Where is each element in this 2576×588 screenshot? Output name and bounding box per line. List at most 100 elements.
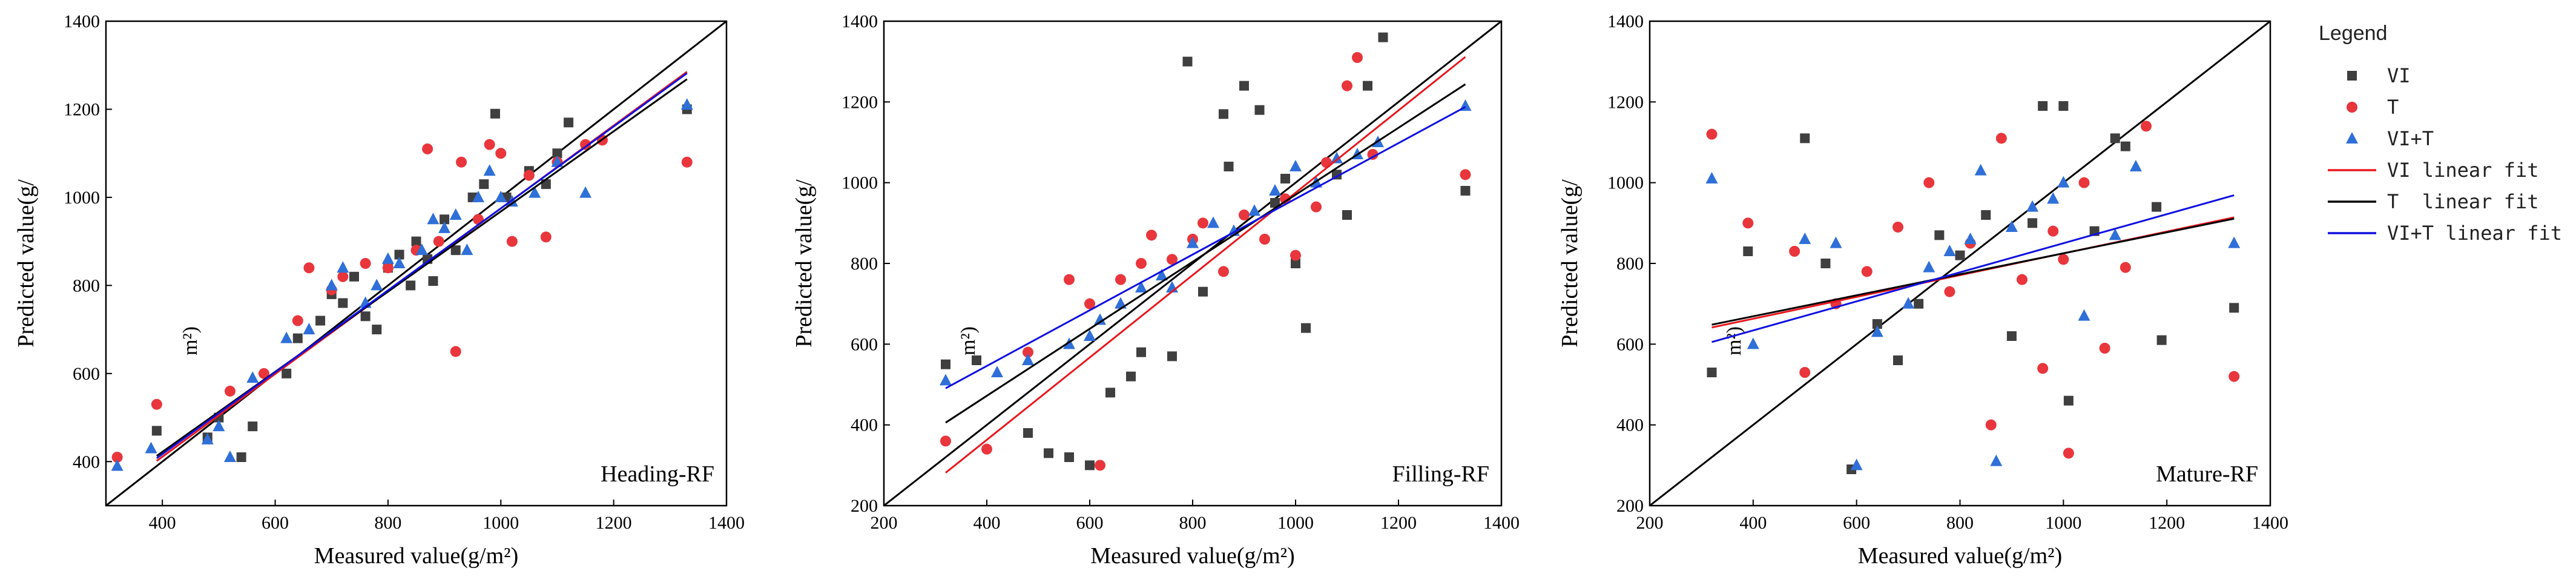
point-vi	[1872, 319, 1882, 329]
y-tick-label: 1400	[1607, 12, 1644, 31]
point-t	[292, 315, 303, 326]
point-vit	[111, 459, 124, 471]
point-vit	[415, 243, 428, 256]
point-vit	[1022, 354, 1034, 365]
x-tick-label: 600	[1076, 513, 1104, 533]
y-tick-label: 1000	[1607, 173, 1644, 193]
point-t	[1146, 230, 1157, 241]
point-vit	[1705, 172, 1718, 183]
point-vit	[1084, 329, 1096, 341]
point-t	[981, 443, 992, 455]
y-tick-label: 600	[73, 364, 100, 384]
x-tick-label: 600	[1843, 513, 1870, 533]
point-vit	[427, 213, 440, 225]
legend-items: VI T VI+T VI linear fit T linear fit VI+T lin…	[2328, 64, 2562, 245]
point-t	[1995, 133, 2007, 144]
legend-item: VI+T linear fit	[2328, 222, 2562, 245]
point-t	[523, 170, 535, 181]
point-vit	[1990, 454, 2003, 466]
point-t	[2037, 363, 2049, 374]
fit-line-vi	[945, 56, 1466, 474]
point-t	[1239, 210, 1250, 220]
point-vit	[246, 371, 259, 383]
point-t	[681, 156, 693, 168]
point-vi	[1707, 368, 1717, 377]
y-tick-label: 1400	[64, 12, 100, 31]
point-t	[1321, 157, 1332, 168]
point-t	[2063, 448, 2074, 459]
point-t	[1706, 128, 1718, 140]
point-t	[1167, 254, 1178, 265]
point-vi	[394, 249, 404, 260]
fit-line-t	[945, 83, 1466, 424]
panel-heading: 400 600 800 1000 1200 1400 400 600 800 1000 1200 14…	[13, 12, 745, 569]
y-tick-label: 400	[1616, 415, 1644, 435]
point-vi	[1820, 259, 1831, 268]
fit-line-vit	[945, 106, 1466, 389]
point-t	[1923, 177, 1935, 188]
point-vit	[579, 186, 592, 198]
panel-mature: 200 400 600 800 1000 1200 1400 200 400 600 800 1000…	[1557, 12, 2288, 569]
x-tick-label: 1200	[1380, 513, 1417, 533]
point-vi	[1044, 448, 1053, 458]
x-tick-label: 1400	[1483, 513, 1520, 533]
point-vit	[1830, 236, 1842, 248]
fit-line-vit	[156, 72, 688, 459]
point-t	[1290, 249, 1301, 261]
point-vit	[371, 279, 383, 291]
point-vi	[1280, 174, 1290, 183]
legend-marker-swatch	[2347, 102, 2357, 113]
point-vi	[1085, 460, 1095, 471]
point-vi	[338, 298, 348, 308]
point-vit	[1850, 458, 1863, 471]
point-vi	[151, 426, 162, 436]
point-vi	[564, 117, 574, 128]
point-vi	[2038, 101, 2048, 111]
point-t	[151, 398, 162, 410]
x-tick-label: 1400	[708, 513, 745, 533]
point-vit	[449, 208, 462, 220]
y-tick-label: 1200	[64, 99, 100, 119]
point-vi	[349, 271, 359, 282]
point-vi	[1914, 299, 1924, 309]
identity-line	[884, 21, 1501, 506]
point-t	[1259, 234, 1270, 245]
y-axis-title: Predicted value(g/	[1557, 179, 1583, 348]
x-tick-label: 800	[1946, 513, 1974, 533]
y-unit-annotation: m²)	[1723, 326, 1745, 355]
point-vi	[1378, 32, 1388, 42]
point-t	[360, 258, 371, 269]
x-axis-title: Measured value(g/m²)	[1858, 543, 2062, 569]
point-t	[258, 368, 269, 379]
point-t	[2120, 262, 2131, 273]
point-vi	[479, 179, 489, 190]
point-t	[456, 156, 467, 168]
point-vit	[2129, 160, 2142, 171]
point-vit	[280, 331, 293, 343]
point-vit	[438, 221, 451, 233]
point-t	[1064, 274, 1075, 285]
point-vi	[2229, 303, 2239, 313]
point-vi	[1934, 230, 1945, 240]
point-t	[1197, 217, 1208, 229]
point-t	[2078, 177, 2090, 188]
point-vit	[1207, 216, 1219, 228]
point-t	[1789, 246, 1800, 257]
point-vi	[972, 355, 981, 365]
point-vi	[1182, 56, 1193, 67]
point-vi	[236, 452, 246, 462]
x-tick-label: 200	[1636, 513, 1664, 533]
x-tick-label: 800	[374, 513, 401, 533]
point-vit	[529, 186, 541, 198]
point-vit	[483, 164, 496, 176]
point-vit	[1943, 245, 1956, 256]
point-vi	[428, 276, 438, 286]
legend-item: T	[2347, 96, 2399, 119]
point-t	[450, 346, 461, 357]
point-vit	[2057, 176, 2070, 188]
y-tick-label: 800	[1616, 254, 1644, 274]
point-vi	[1363, 81, 1372, 91]
point-vi	[315, 315, 326, 326]
panel-title: Mature-RF	[2156, 461, 2258, 487]
point-vi	[406, 280, 416, 291]
